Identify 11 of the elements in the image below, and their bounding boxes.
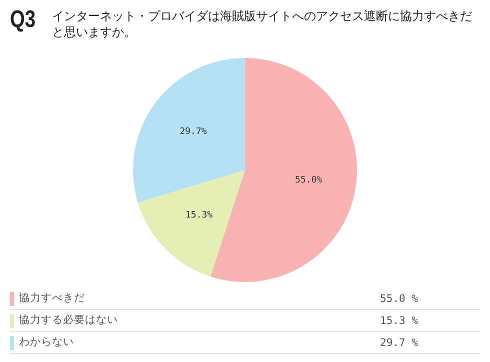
data-label: 15.3%: [185, 210, 214, 220]
text: 55.0 %: [380, 288, 480, 310]
text: 29.7 %: [380, 332, 480, 354]
chart-subtitle: インターネット・プロバイダは海賊版サイトへのアクセス遮断に協力すべきだと思いますか。: [52, 8, 473, 40]
legend-label: 協力すべきだ: [19, 292, 85, 304]
data-label: 29.7%: [180, 127, 208, 137]
chart-title: Q3: [10, 6, 36, 34]
legend-label: 協力する必要はない: [19, 314, 118, 326]
text: 15.3 %: [380, 310, 480, 332]
legend-label: わからない: [19, 336, 74, 348]
data-label: 55.0%: [295, 175, 323, 186]
